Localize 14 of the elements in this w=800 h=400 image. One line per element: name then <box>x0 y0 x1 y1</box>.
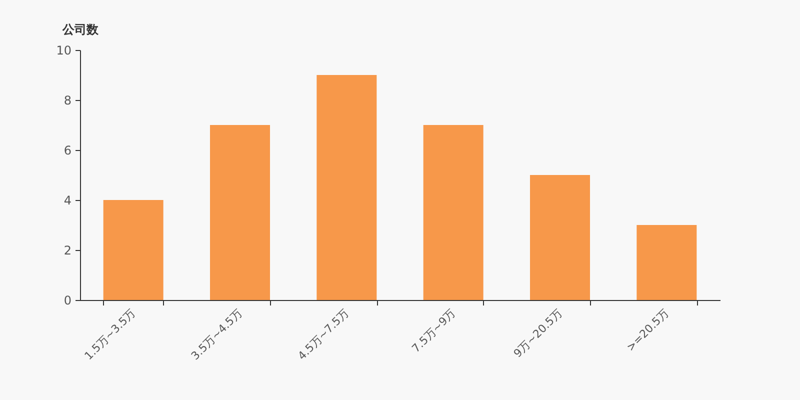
bar <box>210 125 270 300</box>
y-tick-label: 2 <box>64 244 72 258</box>
y-axis-title: 公司数 <box>62 22 100 36</box>
y-tick-label: 4 <box>64 194 72 208</box>
bar <box>103 200 164 300</box>
bar <box>636 225 697 300</box>
y-tick-label: 0 <box>64 294 72 308</box>
x-tick-label: 7.5万~9万 <box>409 306 458 356</box>
y-tick-label: 8 <box>64 94 72 108</box>
y-tick-label: 6 <box>64 144 72 158</box>
bar <box>530 175 590 300</box>
bar <box>423 125 484 300</box>
y-tick-label: 10 <box>56 44 72 58</box>
bar <box>316 75 377 300</box>
